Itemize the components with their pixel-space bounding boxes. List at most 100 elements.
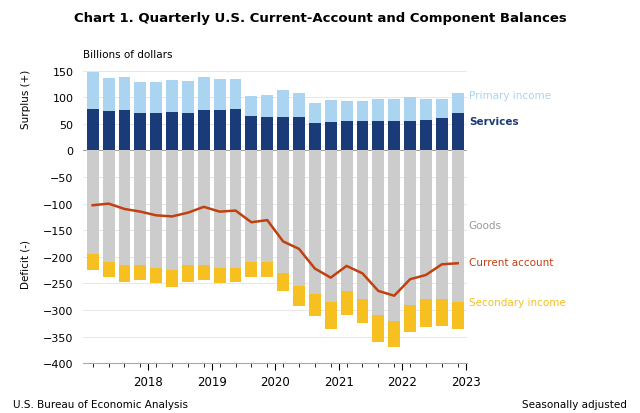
Bar xyxy=(277,151,289,273)
Bar xyxy=(134,83,147,114)
Bar xyxy=(214,111,226,151)
Bar xyxy=(261,96,273,118)
Bar xyxy=(102,79,115,112)
Bar xyxy=(309,294,321,317)
Bar xyxy=(198,265,210,280)
Bar xyxy=(277,90,289,118)
Bar xyxy=(118,78,131,111)
Bar xyxy=(452,151,463,302)
Bar xyxy=(372,151,384,316)
Bar xyxy=(166,112,178,151)
Bar xyxy=(309,123,321,151)
Bar xyxy=(420,120,432,151)
Bar xyxy=(134,151,147,265)
Bar xyxy=(436,100,448,119)
Bar xyxy=(356,121,369,151)
Bar xyxy=(340,151,353,292)
Text: Services: Services xyxy=(468,117,518,127)
Bar xyxy=(388,100,400,122)
Bar xyxy=(420,151,432,300)
Bar xyxy=(166,271,178,287)
Bar xyxy=(324,151,337,302)
Text: Primary income: Primary income xyxy=(468,90,551,100)
Bar xyxy=(198,111,210,151)
Bar xyxy=(230,151,241,268)
Bar xyxy=(452,114,463,151)
Bar xyxy=(134,265,147,280)
Bar xyxy=(87,72,99,109)
Bar xyxy=(340,122,353,151)
Bar xyxy=(388,321,400,347)
Bar xyxy=(182,114,194,151)
Bar xyxy=(118,151,131,265)
Bar xyxy=(182,82,194,114)
Bar xyxy=(309,103,321,123)
Text: U.S. Bureau of Economic Analysis: U.S. Bureau of Economic Analysis xyxy=(13,399,188,409)
Bar xyxy=(166,81,178,112)
Bar xyxy=(324,101,337,122)
Bar xyxy=(372,316,384,342)
Bar xyxy=(150,83,162,114)
Bar xyxy=(150,114,162,151)
Bar xyxy=(118,111,131,151)
Bar xyxy=(452,302,463,329)
Bar xyxy=(388,151,400,321)
Bar xyxy=(182,265,194,282)
Bar xyxy=(87,109,99,151)
Text: Surplus (+): Surplus (+) xyxy=(20,69,31,129)
Bar xyxy=(87,254,99,271)
Bar xyxy=(134,114,147,151)
Bar xyxy=(214,268,226,284)
Bar xyxy=(102,151,115,263)
Bar xyxy=(309,151,321,294)
Bar xyxy=(246,116,257,151)
Bar xyxy=(293,151,305,287)
Bar xyxy=(436,119,448,151)
Bar xyxy=(356,300,369,324)
Bar xyxy=(356,102,369,121)
Bar xyxy=(436,300,448,326)
Bar xyxy=(277,118,289,151)
Bar xyxy=(277,273,289,292)
Bar xyxy=(166,151,178,271)
Bar xyxy=(436,151,448,300)
Bar xyxy=(420,300,432,328)
Bar xyxy=(404,305,416,332)
Bar xyxy=(340,292,353,316)
Bar xyxy=(372,121,384,151)
Bar xyxy=(182,151,194,265)
Bar xyxy=(356,151,369,300)
Bar xyxy=(404,151,416,305)
Text: Goods: Goods xyxy=(468,221,502,230)
Bar xyxy=(246,263,257,278)
Bar xyxy=(452,94,463,114)
Bar xyxy=(404,121,416,151)
Bar xyxy=(324,302,337,329)
Text: Deficit (-): Deficit (-) xyxy=(20,240,31,289)
Bar xyxy=(293,287,305,306)
Bar xyxy=(372,100,384,121)
Bar xyxy=(230,268,241,283)
Bar xyxy=(150,151,162,268)
Bar xyxy=(404,98,416,121)
Text: Current account: Current account xyxy=(468,258,553,268)
Text: Billions of dollars: Billions of dollars xyxy=(83,50,173,60)
Bar xyxy=(150,268,162,284)
Bar xyxy=(198,78,210,111)
Text: Secondary income: Secondary income xyxy=(468,297,566,307)
Bar xyxy=(230,110,241,151)
Bar xyxy=(118,265,131,282)
Bar xyxy=(198,151,210,265)
Text: Seasonally adjusted: Seasonally adjusted xyxy=(522,399,627,409)
Bar xyxy=(293,118,305,151)
Bar xyxy=(261,151,273,263)
Bar xyxy=(102,112,115,151)
Bar xyxy=(261,118,273,151)
Bar xyxy=(246,96,257,116)
Bar xyxy=(324,122,337,151)
Bar xyxy=(420,100,432,120)
Bar xyxy=(214,79,226,111)
Bar xyxy=(87,151,99,254)
Bar xyxy=(340,102,353,122)
Bar xyxy=(214,151,226,268)
